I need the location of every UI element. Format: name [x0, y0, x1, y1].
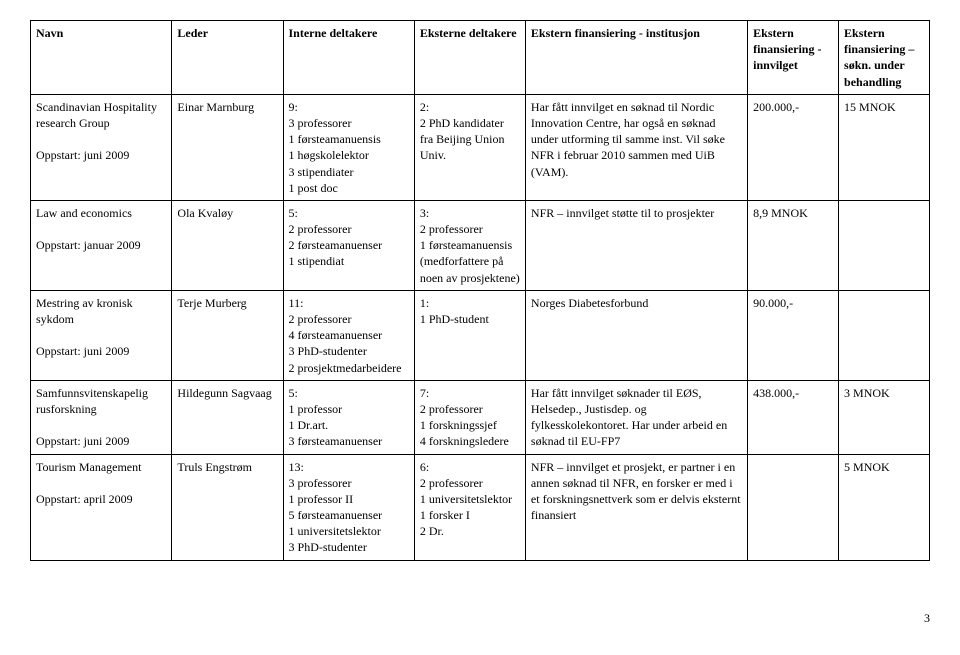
data-table: Navn Leder Interne deltakere Eksterne de… — [30, 20, 930, 561]
cell-eksterne: 2: 2 PhD kandidater fra Beijing Union Un… — [414, 94, 525, 200]
cell-inst: NFR – innvilget støtte til to prosjekter — [525, 200, 747, 290]
header-under: Ekstern finansiering – søkn. under behan… — [839, 21, 930, 95]
cell-under: 5 MNOK — [839, 454, 930, 560]
table-row: Mestring av kronisk sykdom Oppstart: jun… — [31, 290, 930, 380]
cell-inst: Norges Diabetesforbund — [525, 290, 747, 380]
table-body: Scandinavian Hospitality research Group … — [31, 94, 930, 560]
header-interne: Interne deltakere — [283, 21, 414, 95]
cell-innvilget: 200.000,- — [748, 94, 839, 200]
header-inst: Ekstern finansiering - institusjon — [525, 21, 747, 95]
cell-under — [839, 290, 930, 380]
cell-innvilget: 90.000,- — [748, 290, 839, 380]
cell-eksterne: 3: 2 professorer 1 førsteamanuensis (med… — [414, 200, 525, 290]
header-eksterne: Eksterne deltakere — [414, 21, 525, 95]
cell-leder: Truls Engstrøm — [172, 454, 283, 560]
header-navn: Navn — [31, 21, 172, 95]
header-row: Navn Leder Interne deltakere Eksterne de… — [31, 21, 930, 95]
cell-interne: 5: 1 professor 1 Dr.art. 3 førsteamanuen… — [283, 380, 414, 454]
table-row: Tourism Management Oppstart: april 2009 … — [31, 454, 930, 560]
table-row: Scandinavian Hospitality research Group … — [31, 94, 930, 200]
cell-eksterne: 6: 2 professorer 1 universitetslektor 1 … — [414, 454, 525, 560]
cell-leder: Ola Kvaløy — [172, 200, 283, 290]
cell-interne: 9: 3 professorer 1 førsteamanuensis 1 hø… — [283, 94, 414, 200]
header-innvilget: Ekstern finansiering - innvilget — [748, 21, 839, 95]
cell-eksterne: 7: 2 professorer 1 forskningssjef 4 fors… — [414, 380, 525, 454]
page-number: 3 — [30, 611, 930, 626]
cell-inst: Har fått innvilget en søknad til Nordic … — [525, 94, 747, 200]
cell-inst: Har fått innvilget søknader til EØS, Hel… — [525, 380, 747, 454]
cell-navn: Tourism Management Oppstart: april 2009 — [31, 454, 172, 560]
cell-interne: 5: 2 professorer 2 førsteamanuenser 1 st… — [283, 200, 414, 290]
cell-innvilget — [748, 454, 839, 560]
cell-under: 3 MNOK — [839, 380, 930, 454]
cell-inst: NFR – innvilget et prosjekt, er partner … — [525, 454, 747, 560]
cell-eksterne: 1: 1 PhD-student — [414, 290, 525, 380]
cell-navn: Samfunnsvitenskapelig rusforskning Oppst… — [31, 380, 172, 454]
cell-interne: 13: 3 professorer 1 professor II 5 først… — [283, 454, 414, 560]
cell-under: 15 MNOK — [839, 94, 930, 200]
cell-innvilget: 8,9 MNOK — [748, 200, 839, 290]
cell-interne: 11: 2 professorer 4 førsteamanuenser 3 P… — [283, 290, 414, 380]
cell-navn: Scandinavian Hospitality research Group … — [31, 94, 172, 200]
table-row: Samfunnsvitenskapelig rusforskning Oppst… — [31, 380, 930, 454]
cell-leder: Hildegunn Sagvaag — [172, 380, 283, 454]
table-row: Law and economics Oppstart: januar 2009 … — [31, 200, 930, 290]
header-leder: Leder — [172, 21, 283, 95]
cell-navn: Mestring av kronisk sykdom Oppstart: jun… — [31, 290, 172, 380]
cell-navn: Law and economics Oppstart: januar 2009 — [31, 200, 172, 290]
cell-under — [839, 200, 930, 290]
cell-leder: Einar Marnburg — [172, 94, 283, 200]
cell-leder: Terje Murberg — [172, 290, 283, 380]
cell-innvilget: 438.000,- — [748, 380, 839, 454]
